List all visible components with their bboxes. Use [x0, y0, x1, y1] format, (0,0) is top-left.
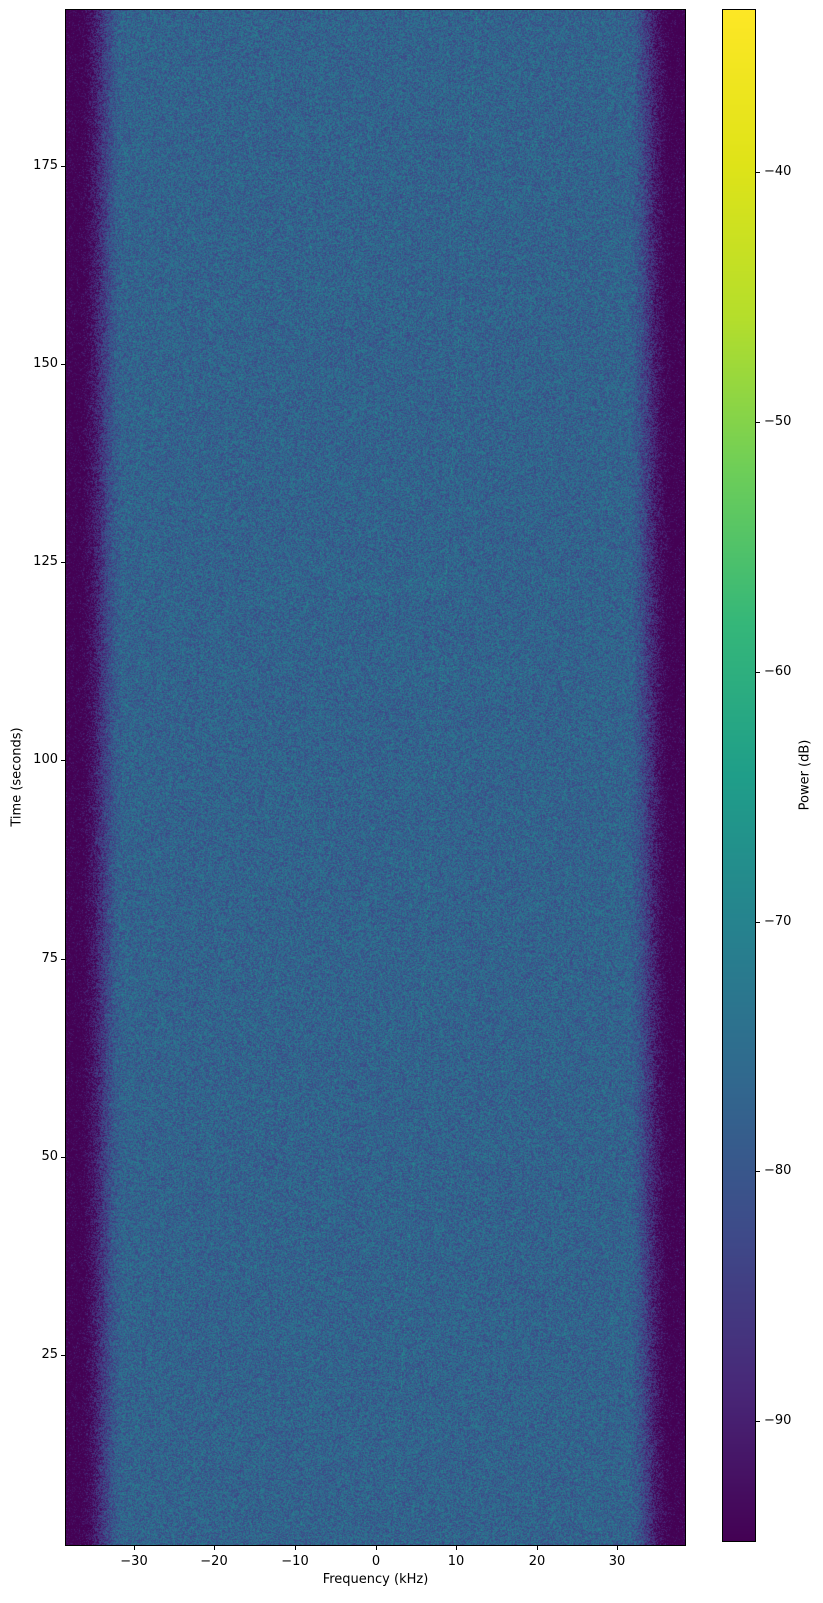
colorbar-tick-mark: [756, 1171, 760, 1172]
y-tick-label: 75: [41, 951, 58, 966]
colorbar-tick-label: −60: [764, 664, 792, 679]
x-tick-mark: [134, 1546, 135, 1550]
colorbar-label: Power (dB): [797, 739, 813, 811]
colorbar-tick-label: −90: [764, 1413, 792, 1428]
x-tick-label: 0: [371, 1554, 381, 1569]
plot-area: [65, 9, 686, 1546]
colorbar-tick-mark: [756, 172, 760, 173]
y-tick-label: 50: [41, 1149, 58, 1164]
colorbar-tick-mark: [756, 422, 760, 423]
x-tick-mark: [214, 1546, 215, 1550]
x-tick-mark: [617, 1546, 618, 1550]
colorbar-gradient: [723, 10, 755, 1541]
y-tick-mark: [61, 562, 65, 563]
x-tick-mark: [537, 1546, 538, 1550]
x-axis-label: Frequency (kHz): [322, 1572, 429, 1587]
y-tick-mark: [61, 959, 65, 960]
spectrogram-image: [66, 10, 685, 1545]
x-tick-mark: [456, 1546, 457, 1550]
colorbar-tick-label: −50: [764, 414, 792, 429]
y-tick-mark: [61, 760, 65, 761]
x-tick-label: −20: [200, 1554, 228, 1569]
y-tick-label: 125: [33, 554, 58, 569]
colorbar-tick-mark: [756, 672, 760, 673]
y-tick-label: 25: [41, 1347, 58, 1362]
y-axis-label: Time (seconds): [9, 727, 25, 827]
y-tick-mark: [61, 166, 65, 167]
x-tick-label: −30: [120, 1554, 148, 1569]
y-tick-mark: [61, 364, 65, 365]
y-tick-label: 150: [33, 356, 58, 371]
x-tick-label: 20: [528, 1554, 546, 1569]
colorbar-tick-mark: [756, 922, 760, 923]
x-tick-mark: [295, 1546, 296, 1550]
y-tick-mark: [61, 1355, 65, 1356]
y-tick-label: 175: [33, 158, 58, 173]
x-tick-label: 30: [608, 1554, 626, 1569]
x-tick-mark: [376, 1546, 377, 1550]
y-tick-label: 100: [33, 752, 58, 767]
colorbar-tick-label: −40: [764, 164, 792, 179]
colorbar: [722, 9, 756, 1542]
colorbar-tick-label: −70: [764, 914, 792, 929]
x-tick-label: 10: [447, 1554, 465, 1569]
colorbar-tick-label: −80: [764, 1163, 792, 1178]
y-tick-mark: [61, 1157, 65, 1158]
colorbar-tick-mark: [756, 1421, 760, 1422]
x-tick-label: −10: [281, 1554, 309, 1569]
